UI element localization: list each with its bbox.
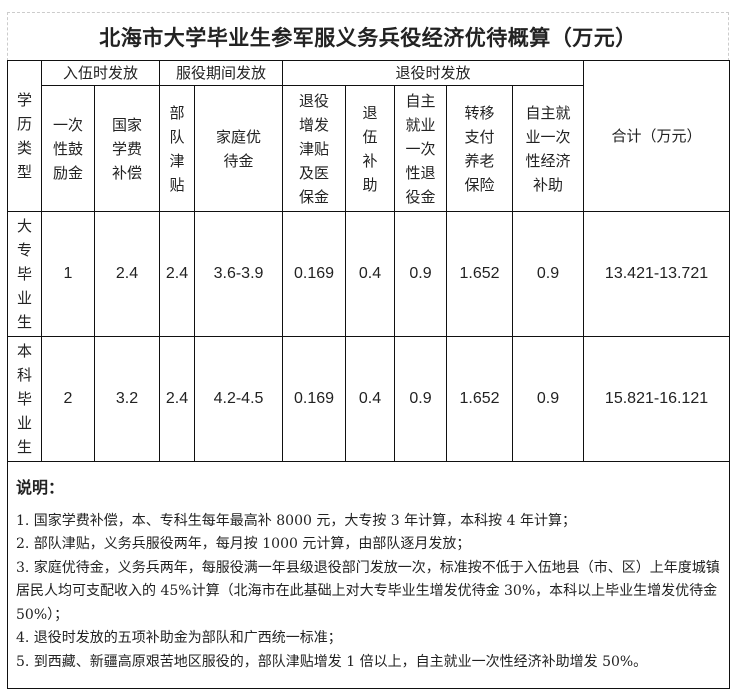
header-col: 退役增发津贴及医保金	[282, 85, 347, 212]
row-total: 13.421-13.721	[583, 211, 731, 337]
cell: 0.9	[512, 211, 585, 337]
cell: 2	[41, 336, 95, 462]
row-total: 15.821-16.121	[583, 336, 731, 462]
cell: 3.2	[93, 336, 161, 462]
note-item: 5. 到西藏、新疆高原艰苦地区服役的，部队津贴增发 1 倍以上，自主就业一次性经…	[16, 653, 648, 670]
header-group-discharge: 退役时发放	[282, 60, 585, 86]
header-group-enlist: 入伍时发放	[40, 60, 161, 86]
cell: 1.652	[446, 336, 514, 462]
cell: 3.6-3.9	[194, 211, 284, 337]
header-col: 一次性鼓励金	[41, 85, 95, 212]
header-col: 家庭优待金	[194, 85, 284, 212]
header-row-label: 学历类型	[7, 60, 42, 212]
cell: 2.4	[159, 336, 196, 462]
header-col: 部队津贴	[159, 85, 196, 212]
cell: 0.4	[345, 336, 396, 462]
cell: 1.652	[446, 211, 514, 337]
notes-section: 说明： 1. 国家学费补偿，本、专科生每年最高补 8000 元，大专按 3 年计…	[6, 461, 731, 689]
cell: 4.2-4.5	[194, 336, 284, 462]
header-col: 退伍补助	[345, 85, 396, 212]
header-col: 转移支付养老保险	[446, 85, 514, 212]
table-row: 大专毕业生 1 2.4 2.4 3.6-3.9 0.169 0.4 0.9 1.…	[7, 211, 731, 337]
header-group-service: 服役期间发放	[159, 60, 284, 86]
table-row: 本科毕业生 2 3.2 2.4 4.2-4.5 0.169 0.4 0.9 1.…	[7, 336, 731, 462]
cell: 2.4	[93, 211, 161, 337]
note-item: 2. 部队津贴，义务兵服役两年，每月按 1000 元计算，由部队逐月发放；	[16, 536, 471, 552]
header-col: 自主就业一次性经济补助	[512, 85, 585, 212]
allowance-table: 学历类型 入伍时发放 服役期间发放 退役时发放 合计（万元） 一次性鼓励金 国家…	[6, 60, 731, 689]
row-type: 大专毕业生	[7, 211, 42, 337]
page-title: 北海市大学毕业生参军服义务兵役经济优待概算（万元）	[7, 12, 729, 61]
cell: 2.4	[159, 211, 196, 337]
cell: 0.9	[394, 336, 448, 462]
header-col: 自主就业一次性退役金	[394, 85, 448, 212]
cell: 0.169	[282, 211, 347, 337]
note-item: 4. 退役时发放的五项补助金为部队和广西统一标准；	[16, 630, 342, 646]
header-col: 国家学费补偿	[93, 85, 161, 212]
header-total: 合计（万元）	[583, 60, 731, 212]
note-item: 1. 国家学费补偿，本、专科生每年最高补 8000 元，大专按 3 年计算，本科…	[16, 512, 576, 529]
cell: 1	[41, 211, 95, 337]
note-item: 3. 家庭优待金，义务兵两年，每服役满一年县级退役部门发放一次，标准按不低于入伍…	[16, 559, 720, 623]
row-type: 本科毕业生	[7, 336, 42, 462]
cell: 0.9	[512, 336, 585, 462]
cell: 0.4	[345, 211, 396, 337]
cell: 0.169	[282, 336, 347, 462]
cell: 0.9	[394, 211, 448, 337]
notes-heading: 说明：	[16, 478, 65, 497]
